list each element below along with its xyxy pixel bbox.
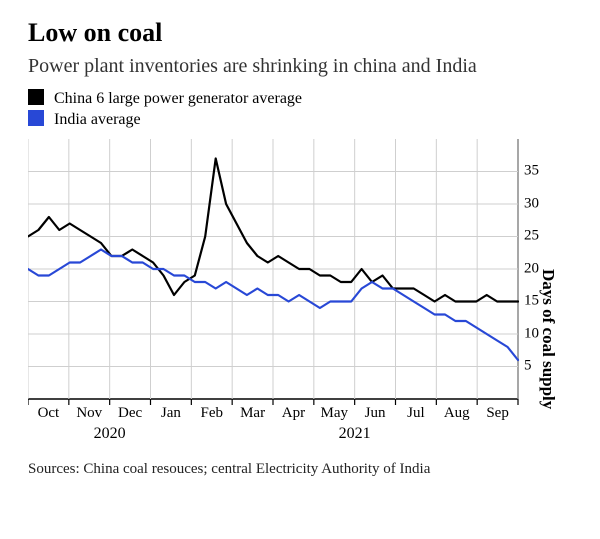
chart-title: Low on coal bbox=[28, 18, 572, 48]
x-tick-label: Jul bbox=[407, 405, 425, 422]
x-tick-label: Sep bbox=[486, 405, 509, 422]
y-tick-label: 10 bbox=[524, 325, 572, 342]
x-tick-label: Jan bbox=[161, 405, 181, 422]
legend-swatch-china bbox=[28, 89, 44, 105]
legend-label-india: India average bbox=[54, 111, 141, 128]
source-text: Sources: China coal resouces; central El… bbox=[28, 461, 572, 478]
y-tick-label: 5 bbox=[524, 358, 572, 375]
x-tick-label: May bbox=[321, 405, 349, 422]
x-tick-label: Aug bbox=[444, 405, 470, 422]
x-tick-label: Nov bbox=[76, 405, 102, 422]
legend-label-china: China 6 large power generator average bbox=[54, 90, 302, 107]
y-tick-label: 35 bbox=[524, 163, 572, 180]
chart-area: Days of coal supply 5101520253035OctNovD… bbox=[28, 139, 572, 459]
x-tick-label: Oct bbox=[38, 405, 60, 422]
figure: Low on coal Power plant inventories are … bbox=[0, 0, 600, 539]
legend: China 6 large power generator average In… bbox=[28, 89, 572, 131]
x-tick-label: Dec bbox=[118, 405, 142, 422]
x-year-label: 2021 bbox=[339, 425, 371, 443]
x-tick-label: Mar bbox=[240, 405, 265, 422]
x-year-label: 2020 bbox=[94, 425, 126, 443]
y-tick-label: 15 bbox=[524, 293, 572, 310]
y-tick-label: 25 bbox=[524, 228, 572, 245]
y-tick-label: 30 bbox=[524, 195, 572, 212]
chart-subtitle: Power plant inventories are shrinking in… bbox=[28, 54, 572, 79]
legend-item-china: China 6 large power generator average bbox=[28, 89, 572, 110]
x-tick-label: Apr bbox=[282, 405, 305, 422]
x-tick-label: Feb bbox=[201, 405, 224, 422]
y-tick-label: 20 bbox=[524, 260, 572, 277]
x-tick-label: Jun bbox=[365, 405, 386, 422]
legend-item-india: India average bbox=[28, 110, 572, 131]
legend-swatch-india bbox=[28, 110, 44, 126]
